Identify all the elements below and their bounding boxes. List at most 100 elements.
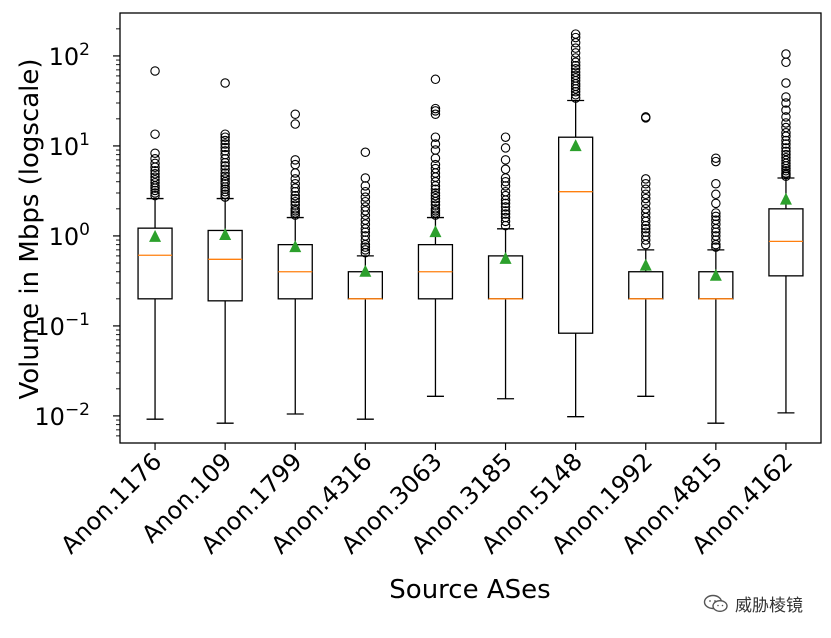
outlier-point bbox=[430, 153, 441, 163]
outlier-point bbox=[570, 70, 581, 81]
outlier-point bbox=[360, 196, 371, 207]
outlier-point bbox=[781, 78, 791, 88]
outlier-point bbox=[430, 184, 441, 195]
outlier-point bbox=[640, 174, 651, 184]
outlier-point bbox=[781, 57, 791, 68]
box-group bbox=[628, 112, 664, 397]
outlier-point bbox=[570, 53, 581, 63]
outlier-point bbox=[500, 143, 511, 153]
outlier-point bbox=[290, 183, 300, 193]
outlier-point bbox=[220, 184, 230, 195]
plot-frame bbox=[119, 12, 822, 444]
outlier-point bbox=[781, 135, 791, 146]
mean-marker bbox=[639, 258, 652, 271]
outlier-point bbox=[500, 155, 511, 165]
outlier-point bbox=[220, 135, 230, 146]
box-group bbox=[698, 153, 734, 424]
outlier-point bbox=[640, 235, 651, 245]
outlier-point bbox=[220, 78, 230, 88]
outlier-point bbox=[290, 193, 300, 204]
outlier-point bbox=[640, 224, 651, 234]
y-axis: 10−2 10−1 100 101 102 bbox=[34, 28, 120, 437]
outlier-point bbox=[220, 146, 230, 156]
outlier-point bbox=[150, 66, 160, 76]
outlier-point bbox=[220, 171, 230, 182]
outlier-point bbox=[640, 112, 651, 122]
outlier-point bbox=[360, 186, 371, 197]
outlier-point bbox=[220, 164, 230, 175]
outlier-point bbox=[220, 168, 230, 178]
outlier-point bbox=[220, 142, 230, 153]
outlier-point bbox=[220, 174, 230, 184]
outlier-point bbox=[290, 109, 300, 119]
outlier-point bbox=[640, 184, 651, 195]
box-group bbox=[417, 74, 454, 397]
outlier-point bbox=[500, 164, 511, 175]
outlier-point bbox=[640, 204, 651, 214]
box-group bbox=[137, 66, 173, 420]
outlier-point bbox=[500, 186, 511, 197]
outlier-point bbox=[430, 210, 441, 220]
outlier-point bbox=[640, 198, 651, 209]
outlier-point bbox=[430, 204, 441, 214]
outlier-point bbox=[290, 174, 300, 184]
outlier-point bbox=[290, 159, 300, 170]
mean-marker bbox=[429, 225, 442, 238]
outlier-point bbox=[220, 129, 230, 139]
outlier-point bbox=[500, 212, 511, 223]
watermark: 威胁棱镜 bbox=[703, 591, 803, 616]
outlier-point bbox=[430, 103, 441, 114]
iqr-box bbox=[207, 229, 243, 302]
box-group bbox=[558, 29, 594, 418]
outlier-point bbox=[150, 185, 160, 196]
outlier-point bbox=[290, 119, 300, 129]
outlier-point bbox=[360, 245, 371, 255]
mean-marker bbox=[779, 192, 792, 205]
watermark-text: 威胁棱镜 bbox=[735, 596, 803, 616]
outlier-point bbox=[430, 74, 441, 85]
outlier-point bbox=[290, 178, 300, 189]
outlier-point bbox=[430, 163, 441, 174]
outlier-point bbox=[360, 181, 371, 191]
outlier-point bbox=[781, 139, 791, 149]
outlier-point bbox=[711, 231, 721, 241]
outlier-point bbox=[711, 235, 721, 245]
outlier-point bbox=[360, 231, 371, 241]
box-group bbox=[487, 132, 524, 400]
outlier-point bbox=[150, 165, 160, 176]
outlier-point bbox=[711, 215, 721, 225]
outlier-point bbox=[711, 198, 721, 209]
outlier-point bbox=[570, 57, 581, 68]
outlier-point bbox=[781, 143, 791, 153]
outlier-point bbox=[711, 208, 721, 218]
outlier-point bbox=[711, 153, 721, 163]
outlier-point bbox=[290, 155, 300, 165]
outlier-point bbox=[570, 32, 581, 43]
outlier-point bbox=[640, 193, 651, 204]
outlier-point bbox=[640, 227, 651, 237]
outlier-point bbox=[711, 242, 721, 252]
outlier-point bbox=[711, 211, 721, 222]
outlier-point bbox=[430, 132, 441, 142]
outlier-point bbox=[570, 29, 581, 39]
outlier-point bbox=[781, 98, 791, 108]
mean-marker bbox=[709, 268, 722, 281]
outlier-point bbox=[220, 139, 230, 149]
outlier-point bbox=[500, 132, 511, 142]
outlier-point bbox=[781, 112, 791, 122]
outlier-point bbox=[360, 173, 371, 183]
x-axis: Anon.1176Anon.109Anon.1799Anon.4316Anon.… bbox=[55, 443, 798, 559]
outlier-point bbox=[150, 158, 160, 169]
outlier-point bbox=[290, 196, 300, 207]
outlier-point bbox=[570, 64, 581, 74]
outlier-point bbox=[360, 215, 371, 225]
outlier-point bbox=[430, 193, 441, 204]
mean-marker bbox=[499, 251, 512, 264]
outlier-point bbox=[430, 139, 441, 149]
y-tick-label: 10−2 bbox=[34, 400, 90, 431]
outlier-point bbox=[360, 202, 371, 212]
outlier-point bbox=[570, 48, 581, 58]
mean-marker bbox=[219, 228, 232, 241]
outlier-point bbox=[500, 198, 511, 209]
